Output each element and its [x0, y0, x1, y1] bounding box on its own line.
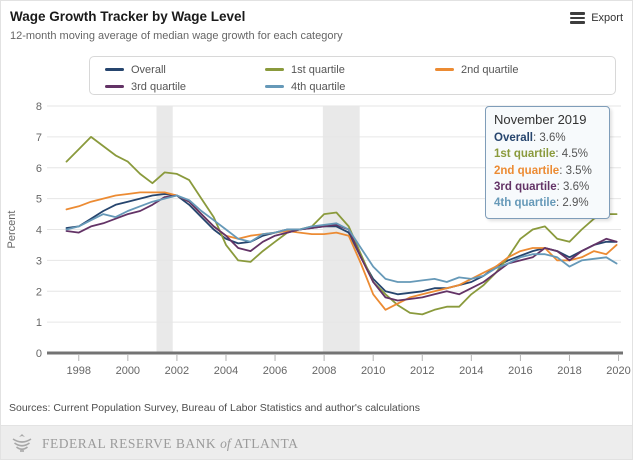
x-tick-label: 1998 [67, 365, 91, 377]
x-tick-label: 2000 [116, 365, 140, 377]
y-tick-label: 7 [36, 132, 42, 144]
x-tick-label: 2004 [214, 365, 238, 377]
y-tick-label: 5 [36, 194, 42, 206]
tooltip-row-2nd-quartile: 2nd quartile: 3.5% [494, 164, 592, 177]
footer-bar: FEDERAL RESERVE BANK of ATLANTA [1, 425, 632, 459]
legend-label-4th-quartile: 4th quartile [291, 80, 346, 93]
y-tick-label: 6 [36, 163, 42, 175]
series-line-1st-quartile[interactable] [65, 136, 618, 316]
sources-note: Sources: Current Population Survey, Bure… [9, 402, 420, 414]
atlanta-fed-eagle-icon [12, 433, 32, 452]
export-label: Export [591, 12, 623, 24]
legend-label-overall: Overall [131, 63, 166, 76]
y-tick-label: 3 [36, 255, 42, 267]
bank-wordmark: FEDERAL RESERVE BANK of ATLANTA [42, 435, 299, 451]
page-title: Wage Growth Tracker by Wage Level [10, 9, 246, 24]
x-tick-label: 2008 [312, 365, 336, 377]
x-tick-label: 2016 [508, 365, 532, 377]
legend-label-2nd-quartile: 2nd quartile [461, 63, 519, 76]
x-tick-label: 2014 [459, 365, 483, 377]
overall-line-swatch [105, 68, 124, 71]
y-tick-label: 0 [36, 348, 42, 360]
x-tick-label: 2010 [361, 365, 385, 377]
y-tick-label: 1 [36, 317, 42, 329]
y-tick-label: 8 [36, 101, 42, 113]
legend-item-4th-quartile[interactable]: 4th quartile [265, 79, 435, 94]
fourth-quartile-line-swatch [265, 85, 284, 88]
chart-header: Wage Growth Tracker by Wage Level 12-mon… [10, 9, 623, 42]
legend-label-3rd-quartile: 3rd quartile [131, 80, 187, 93]
x-tick-label: 2002 [165, 365, 189, 377]
x-tick-label: 2020 [606, 365, 630, 377]
legend-item-1st-quartile[interactable]: 1st quartile [265, 62, 435, 77]
legend-item-3rd-quartile[interactable]: 3rd quartile [105, 79, 265, 94]
page-subtitle: 12-month moving average of median wage g… [10, 30, 343, 42]
y-tick-label: 2 [36, 286, 42, 298]
legend-item-overall[interactable]: Overall [105, 62, 265, 77]
y-tick-label: 4 [36, 225, 42, 237]
tooltip-row-overall: Overall: 3.6% [494, 132, 566, 144]
third-quartile-line-swatch [105, 85, 124, 88]
chart-tooltip: November 2019 Overall: 3.6% 1st quartile… [485, 106, 610, 219]
x-tick-label: 2006 [263, 365, 287, 377]
x-tick-label: 2018 [557, 365, 581, 377]
x-tick-label: 2012 [410, 365, 434, 377]
chart-legend: Overall 1st quartile 2nd quartile 3rd qu… [89, 56, 616, 95]
tooltip-row-4th-quartile: 4th quartile: 2.9% [494, 197, 589, 210]
first-quartile-line-swatch [265, 68, 284, 71]
series-line-overall[interactable] [65, 193, 618, 296]
series-line-4th-quartile[interactable] [65, 194, 618, 283]
export-button[interactable]: Export [570, 12, 623, 24]
tooltip-row-3rd-quartile: 3rd quartile: 3.6% [494, 180, 590, 193]
series-line-2nd-quartile[interactable] [65, 191, 618, 311]
y-axis-title: Percent [6, 211, 18, 249]
second-quartile-line-swatch [435, 68, 454, 71]
hamburger-menu-icon [570, 12, 586, 24]
legend-item-2nd-quartile[interactable]: 2nd quartile [435, 62, 615, 77]
tooltip-date: November 2019 [494, 112, 587, 127]
tooltip-row-1st-quartile: 1st quartile: 4.5% [494, 148, 588, 161]
legend-label-1st-quartile: 1st quartile [291, 63, 345, 76]
